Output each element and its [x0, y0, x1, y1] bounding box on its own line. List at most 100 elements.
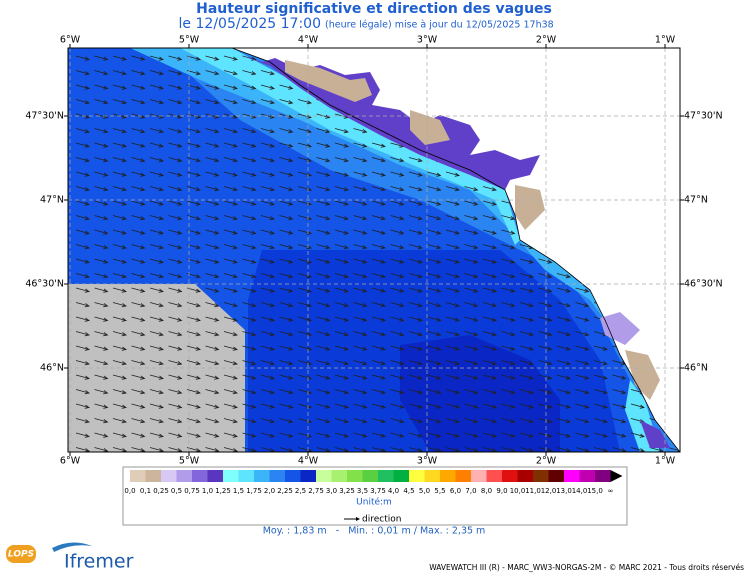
legend: 0,0 0,1 0,25 0,5 0,75 1,0 1,25 1,5 1,75 2,0 2,25 2,… [124, 470, 623, 495]
wave-arrow-head [195, 390, 201, 395]
wave-arrow-head [140, 317, 146, 322]
wave-arrow [408, 244, 423, 249]
wave-arrow [519, 345, 534, 350]
wave-arrow-head [325, 404, 331, 409]
wave-arrow [223, 244, 238, 249]
lon-label: 2°W [536, 456, 557, 467]
wave-arrow-head [288, 361, 294, 366]
wave-arrow-head [547, 259, 553, 264]
legend-swatch [238, 470, 254, 482]
wave-arrow [556, 345, 571, 350]
wave-arrow-head [158, 143, 164, 148]
legend-label: 14,0 [572, 487, 588, 495]
wave-arrow-head [158, 433, 164, 438]
wave-arrow-head [417, 433, 423, 438]
wave-arrow [94, 215, 108, 220]
wave-arrow-head [214, 100, 220, 105]
wave-arrow-head [269, 332, 275, 337]
lon-label: 2°W [536, 35, 557, 46]
wave-arrow-head [140, 259, 146, 264]
legend-label: 6,0 [450, 487, 461, 495]
wave-arrow-head [362, 404, 368, 409]
wave-arrow [464, 229, 478, 234]
wave-arrow-head [232, 172, 238, 177]
wave-arrow-head [436, 259, 442, 264]
wave-arrow-head [177, 216, 183, 221]
wave-arrow-head [158, 230, 164, 235]
wave-arrow-head [288, 332, 294, 337]
wave-arrow [279, 157, 293, 162]
wave-arrow-head [399, 303, 405, 308]
wave-arrow [94, 389, 108, 394]
wave-arrow-head [232, 129, 238, 134]
wave-arrow-head [621, 433, 627, 438]
wave-arrow [131, 99, 145, 104]
wave-arrow [353, 374, 367, 379]
wave-arrow [149, 403, 164, 408]
wave-arrow [75, 157, 90, 162]
wave-arrow-head [547, 375, 553, 380]
wave-arrow-head [84, 288, 90, 293]
wave-arrow [519, 432, 534, 437]
wave-arrow [371, 403, 386, 408]
wave-arrow [94, 316, 108, 321]
legend-swatch [223, 470, 239, 482]
wave-arrow [242, 229, 256, 234]
wave-arrow [205, 70, 219, 75]
wave-arrow [353, 186, 367, 191]
coast-band [240, 55, 540, 190]
wave-arrow-head [214, 274, 220, 279]
legend-swatch [378, 470, 394, 482]
wave-arrow [94, 157, 108, 162]
wave-arrow-head [103, 245, 109, 250]
wave-arrow [168, 142, 182, 147]
wave-arrow [168, 157, 182, 162]
wave-arrow [501, 244, 515, 249]
wave-arrow-head [528, 332, 534, 337]
wave-arrow-head [491, 274, 497, 279]
wave-arrow-head [343, 375, 349, 380]
wave-arrow [390, 389, 404, 394]
wave-arrow-head [103, 100, 109, 105]
wave-arrow-head [251, 100, 257, 105]
wave-arrow [205, 84, 219, 89]
wave-arrow-head [362, 143, 368, 148]
wave-arrow-head [214, 143, 220, 148]
wave-arrow [279, 215, 293, 220]
wave-arrow [538, 403, 552, 408]
wave-arrow-head [362, 158, 368, 163]
wave-arrow [297, 447, 312, 452]
wave-arrow-head [121, 230, 127, 235]
wave-arrow [168, 432, 182, 437]
wave-arrow-head [103, 85, 109, 90]
wave-arrow-head [343, 187, 349, 192]
wave-arrow [371, 200, 386, 205]
wave-arrow-head [269, 245, 275, 250]
wave-arrow-head [325, 346, 331, 351]
wave-arrow-head [232, 375, 238, 380]
wave-arrow-head [121, 129, 127, 134]
wave-arrow [297, 273, 312, 278]
wave-arrow-head [84, 317, 90, 322]
wave-arrow [464, 374, 478, 379]
wave-arrow [538, 374, 552, 379]
wave-arrow [371, 244, 386, 249]
wave-arrow-head [177, 230, 183, 235]
wave-arrow-head [269, 187, 275, 192]
wave-arrow-head [473, 245, 479, 250]
wave-arrow [75, 186, 90, 191]
wave-arrow [427, 389, 441, 394]
wave-arrow-head [325, 361, 331, 366]
wave-arrow-head [177, 56, 183, 61]
wave-arrow-head [528, 346, 534, 351]
legend-swatch [254, 470, 270, 482]
wave-arrow [205, 374, 219, 379]
wave-arrow-head [121, 114, 127, 119]
wave-arrow [223, 403, 238, 408]
wave-arrow-head [621, 419, 627, 424]
wave-arrow-head [158, 259, 164, 264]
wave-arrow-head [232, 158, 238, 163]
wave-arrow [353, 432, 367, 437]
wave-arrow-head [380, 274, 386, 279]
wave-arrow [279, 418, 293, 423]
